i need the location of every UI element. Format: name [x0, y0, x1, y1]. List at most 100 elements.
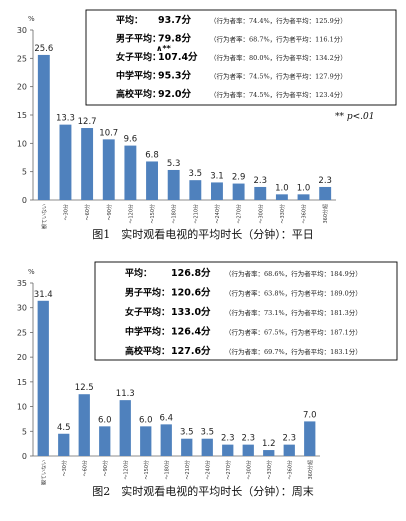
chart1-data-label: 2.9: [232, 173, 246, 183]
chart1-bar: [124, 145, 137, 200]
chart1-x-tick-label: ～120分: [127, 204, 134, 224]
chart1-bar: [319, 186, 332, 200]
chart1-x-tick-label: ～270分: [236, 204, 243, 224]
chart1-data-label: 3.5: [189, 169, 203, 179]
chart2-bar: [222, 444, 234, 456]
chart1-bar: [232, 183, 245, 200]
chart1-y-tick-label: 15: [17, 111, 27, 120]
chart1-data-label: 12.7: [78, 117, 97, 127]
chart2-data-label: 3.5: [180, 428, 194, 438]
chart2-data-label: 2.3: [282, 434, 296, 444]
chart2-x-tick-label: ～30分: [61, 460, 68, 476]
chart2-legend-value: 133.0分: [171, 306, 211, 318]
chart2-bar: [283, 444, 295, 456]
chart2-bar: [140, 426, 152, 456]
chart1-x-tick-label: ～240分: [214, 204, 221, 224]
chart2-y-tick-label: 5: [22, 427, 27, 436]
chart2-legend-value: 120.6分: [171, 287, 211, 299]
chart1-x-tick-label: ～90分: [106, 204, 113, 220]
chart1-legend-label: 中学平均：: [116, 70, 161, 82]
chart1-data-label: 2.3: [253, 176, 267, 186]
chart1-legend-box: 平均： 93.7分 （行为者率：74.4%，行为者平均：125.9分） 男子平均：79…: [85, 9, 397, 106]
chart1-x-tick-label: ～60分: [84, 204, 91, 220]
chart1-x-tick-label: ～210分: [192, 204, 199, 224]
chart1-y-tick-label: 30: [17, 26, 27, 35]
chart2-legend-value: 127.6分: [171, 345, 211, 357]
chart2-data-label: 4.5: [57, 423, 71, 433]
chart2-x-tick-label: ～330分: [266, 460, 273, 480]
chart2-bar: [37, 300, 49, 456]
chart1-data-label: 1.0: [275, 183, 289, 193]
chart2-legend-detail: （行为者率：68.6%，行为者平均：184.9分）: [225, 269, 362, 278]
chart1-legend-detail: （行为者率：80.0%，行为者平均：134.2分）: [210, 53, 347, 62]
chart2-x-tick-label: ～210分: [184, 460, 191, 480]
chart2-data-label: 11.3: [116, 389, 135, 399]
chart1-significance-mark: ∧**: [156, 44, 172, 53]
chart2-legend-detail: （行为者率：69.7%，行为者平均：183.1分）: [225, 347, 362, 356]
chart1-bar: [211, 182, 223, 200]
chart1-x-tick-label: 360分超: [322, 204, 329, 224]
chart2-data-label: 6.0: [98, 415, 112, 425]
chart1-bar: [146, 161, 158, 200]
chart1-bar: [37, 54, 50, 200]
chart2-legend-detail: （行为者率：73.1%，行为者平均：181.3分）: [225, 308, 362, 317]
chart2-x-tick-label: ～120分: [122, 460, 129, 480]
chart2-data-label: 1.2: [262, 439, 276, 449]
chart2-x-tick-label: 360分超: [307, 460, 314, 480]
chart2-x-tick-label: ～240分: [204, 460, 211, 480]
chart2-data-label: 31.4: [34, 290, 53, 300]
chart2-y-tick-label: 30: [17, 304, 27, 313]
chart2-bar: [263, 450, 275, 456]
chart2-x-tick-label: 観ていない: [40, 460, 47, 485]
chart2-data-label: 6.4: [159, 413, 173, 423]
chart1-legend-value: 95.3分: [158, 70, 191, 82]
chart1-x-tick-label: 観ていない: [41, 204, 48, 229]
chart2-y-tick-label: 15: [17, 378, 27, 387]
chart2-y-tick-label: 0: [22, 452, 27, 461]
chart1-legend-detail: （行为者率：68.7%，行为者平均：116.1分）: [210, 35, 347, 44]
chart1-legend-value: 79.8分: [158, 33, 191, 45]
chart1-legend-detail: （行为者率：74.5%，行为者平均：127.9分）: [210, 72, 347, 81]
chart1-bars: 25.6 観ていない 13.3 ～30分 12.7 ～60分 10.7 ～90分 9.6 ～120…: [34, 44, 332, 229]
chart1-bar: [167, 169, 180, 200]
chart2-bar: [304, 421, 316, 456]
chart1-data-label: 10.7: [99, 128, 118, 138]
chart1-x-tick-label: ～180分: [171, 204, 178, 224]
chart1-legend-detail: （行为者率：74.4%，行为者平均：125.9分）: [210, 16, 347, 25]
chart1-bar: [81, 128, 94, 200]
chart1-x-tick-label: ～300分: [257, 204, 264, 224]
chart1-data-label: 2.3: [318, 176, 332, 186]
chart1-legend-label: 高校平均：: [116, 88, 161, 100]
chart1-legend-label: 男子平均：: [116, 33, 161, 45]
chart2-x-tick-label: ～150分: [143, 460, 150, 480]
chart1-legend-value: 93.7分: [158, 14, 191, 26]
chart1-legend-value: 107.4分: [158, 51, 198, 63]
chart2-unit-label: %: [28, 268, 35, 276]
chart2-data-label: 3.5: [200, 428, 214, 438]
chart1-footnote: ** p<.01: [335, 112, 374, 122]
chart-weekday: % 0 5 10 15 20 25 30 25.6 観ていない 13.3 ～30分 12.7 ～60分…: [17, 9, 397, 241]
chart1-bar: [102, 139, 115, 200]
chart2-y-tick-label: 20: [17, 353, 27, 362]
chart2-x-tick-label: ～300分: [245, 460, 252, 480]
chart1-data-label: 13.3: [56, 114, 75, 124]
chart1-legend-detail: （行为者率：74.5%，行为者平均：123.4分）: [210, 90, 347, 99]
chart1-data-label: 3.1: [210, 171, 224, 181]
chart1-y-tick-label: 5: [22, 168, 27, 177]
chart1-data-label: 6.8: [145, 150, 159, 160]
chart2-caption: 图2 实时观看电视的平均时长（分钟）：周末: [92, 484, 314, 498]
chart1-bar: [275, 194, 288, 200]
chart2-data-label: 7.0: [303, 410, 317, 420]
chart2-bar: [160, 424, 172, 456]
chart1-data-label: 1.0: [297, 183, 311, 193]
chart2-legend-label: 中学平均：: [125, 326, 170, 338]
chart2-data-label: 2.3: [241, 434, 255, 444]
chart1-bar: [297, 194, 310, 200]
chart1-y-tick-label: 20: [17, 83, 27, 92]
chart1-x-tick-label: ～150分: [149, 204, 156, 224]
chart2-legend-label: 男子平均：: [125, 287, 170, 299]
chart2-legend-label: 平均：: [125, 267, 152, 279]
chart2-data-label: 6.0: [139, 415, 153, 425]
chart1-legend-value: 92.0分: [158, 88, 191, 100]
